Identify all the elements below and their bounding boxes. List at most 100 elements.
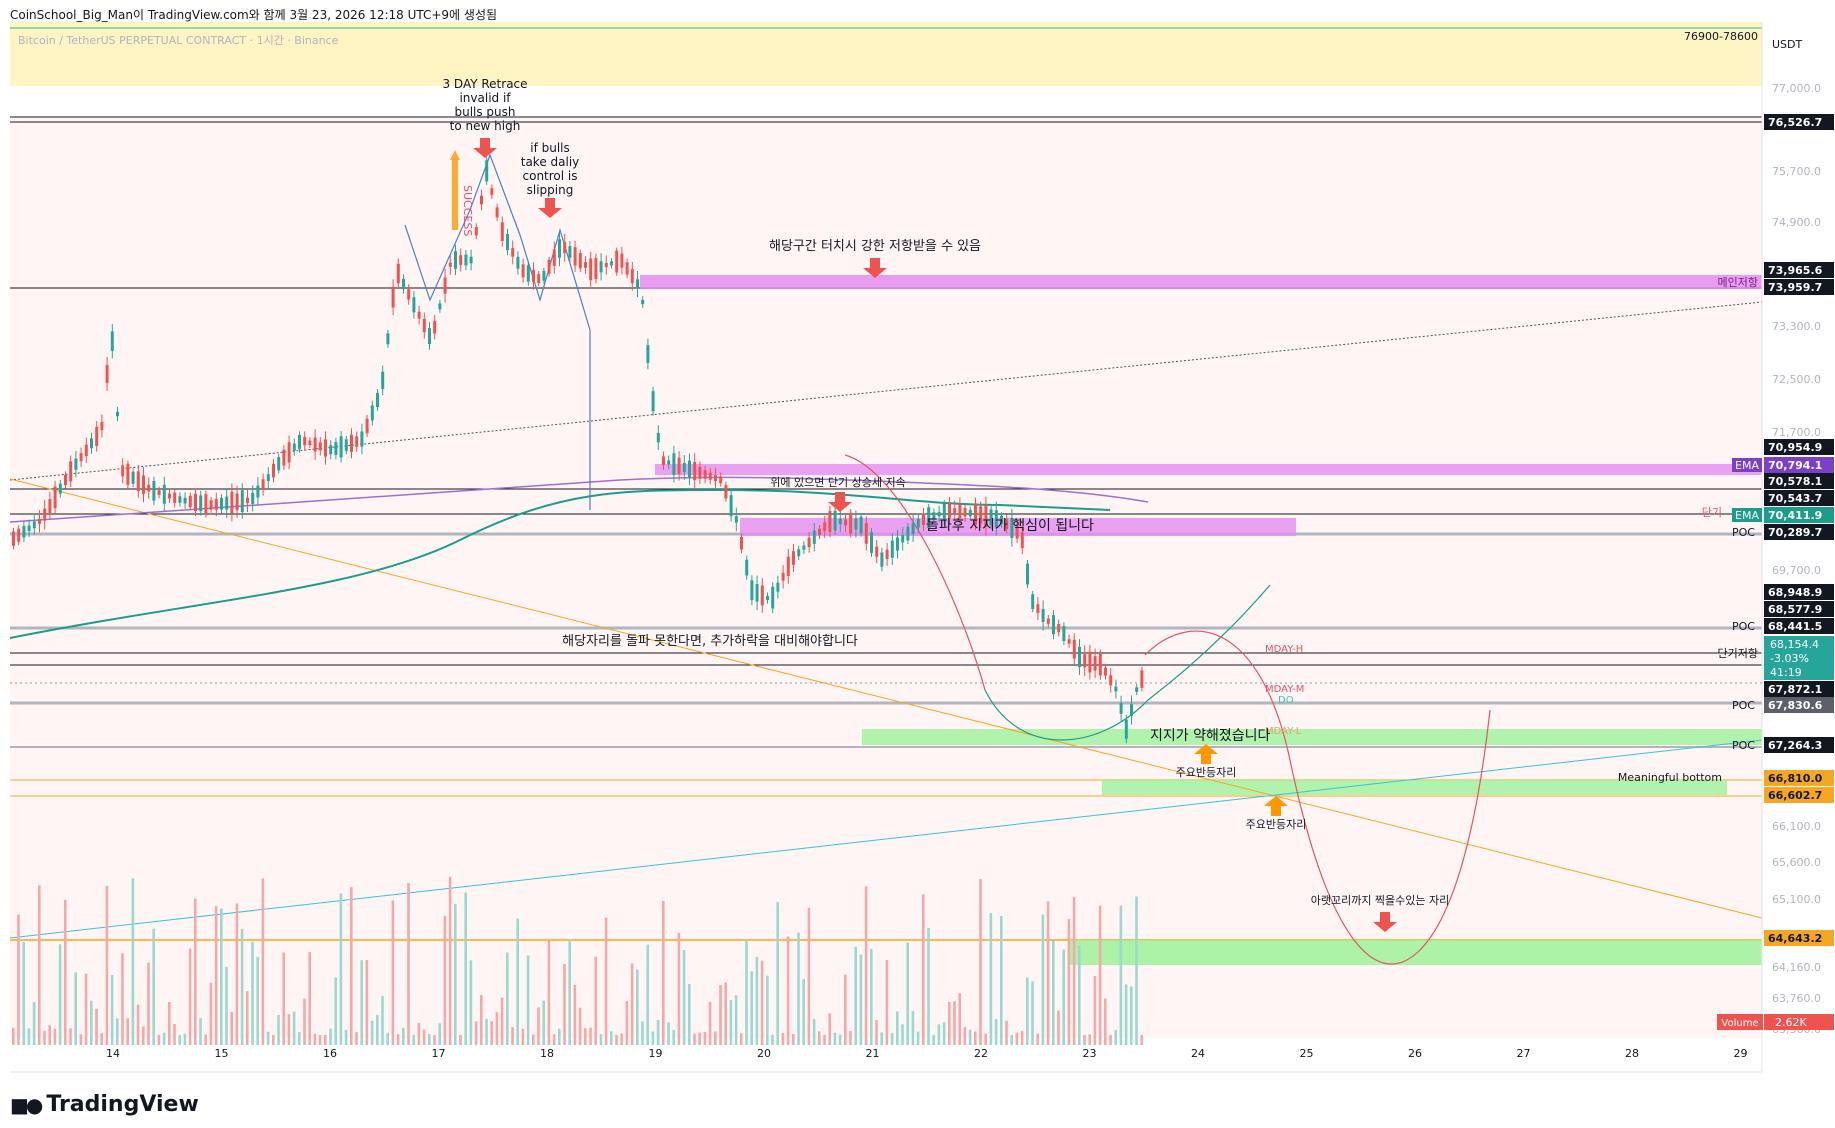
time-tick-label: 23 [1083, 1047, 1097, 1060]
candle-body [1005, 518, 1009, 530]
candle-body [968, 509, 972, 517]
current-change: -3.03% [1770, 652, 1809, 665]
volume-bar [625, 1000, 629, 1045]
annotation-mday-h: MDAY-H [1265, 644, 1303, 655]
volume-bar [256, 956, 259, 1045]
annotation-meaningful-bottom: Meaningful bottom [1618, 771, 1722, 784]
lower-support-box [1070, 940, 1762, 965]
volume-bar [942, 1022, 946, 1045]
candle-body [209, 500, 213, 510]
volume-bar [932, 1034, 935, 1045]
candle-body [698, 466, 702, 479]
candle-body [1098, 654, 1102, 676]
volume-bar [771, 1034, 774, 1045]
time-tick-label: 19 [649, 1047, 663, 1060]
volume-bar [448, 876, 452, 1045]
wave-path [404, 153, 591, 510]
price-label-box [1764, 114, 1834, 130]
price-axis[interactable] [1762, 22, 1835, 1072]
volume-bar [849, 1031, 852, 1045]
volume-bar [292, 1011, 296, 1045]
volume-bar [786, 936, 790, 1045]
price-label: 67,830.6 [1768, 699, 1823, 712]
candle-body [552, 249, 556, 266]
candle-body [329, 445, 333, 455]
volume-bar [740, 1033, 743, 1045]
candle-body [771, 586, 775, 609]
volume-bar [677, 933, 681, 1045]
volume-bar [937, 1024, 941, 1045]
volume-bar [1067, 918, 1071, 1045]
volume-bar [1114, 1029, 1117, 1045]
price-tick-label: 65,600.0 [1772, 856, 1821, 869]
volume-value-box [1764, 1014, 1834, 1030]
down-arrow-icon [828, 492, 852, 512]
candle-body [1114, 686, 1118, 692]
volume-bar [646, 944, 649, 1045]
price-tick-label: 73,300.0 [1772, 320, 1821, 333]
candle-body [407, 289, 411, 300]
poc-tag: POC [1732, 699, 1755, 712]
price-label-box [1764, 930, 1834, 946]
volume-bar [792, 1034, 795, 1045]
time-axis[interactable]: 14 15 16 17 18 19 20 21 22 23 24 25 26 27 28 29 [106, 1047, 1748, 1060]
volume-bar [365, 959, 369, 1045]
candle-body [266, 474, 270, 481]
ema-tag: EMA [1735, 459, 1759, 472]
volume-bar [979, 879, 982, 1045]
orange-trendline [9, 478, 1763, 919]
candle-body [126, 463, 130, 485]
tradingview-logo[interactable]: ■● TradingView [10, 1092, 199, 1117]
price-label-box [1764, 697, 1834, 713]
price-label-box [1764, 473, 1834, 489]
daily-resistance-zone [10, 22, 1762, 86]
price-label: 70,578.1 [1768, 475, 1822, 488]
volume-bar [235, 903, 239, 1045]
volume-bar [1093, 976, 1097, 1045]
volume-bar [776, 902, 779, 1045]
volume-bar [807, 907, 811, 1045]
volume-bar [402, 1027, 405, 1045]
currency-label[interactable]: USDT [1772, 38, 1803, 51]
candle-body [526, 265, 530, 282]
volume-bar [95, 1008, 98, 1045]
volume-bar [1015, 1032, 1019, 1045]
volume-bar [558, 1028, 561, 1045]
volume-bar [183, 1033, 187, 1045]
candle-body [994, 510, 998, 528]
annotation-key-bounce-1: 주요반등자리 [1176, 766, 1237, 779]
time-tick-label: 20 [757, 1047, 771, 1060]
volume-bar [896, 1011, 899, 1045]
candle-body [1135, 687, 1139, 692]
candle-body [682, 462, 686, 473]
candle-body [760, 585, 764, 606]
volume-bar [693, 1033, 696, 1045]
candle-body [516, 256, 520, 269]
candle-body [173, 492, 177, 503]
volume-bar [989, 913, 993, 1045]
symbol-title: Bitcoin / TetherUS PERPETUAL CONTRACT · … [18, 34, 339, 47]
volume-bar [1052, 940, 1055, 1045]
annotation-success: SUCCESS [461, 185, 474, 236]
candle-body [1088, 651, 1092, 673]
projection-down-curve [844, 454, 986, 691]
volume-bar [828, 1013, 831, 1045]
poc-tag: POC [1732, 739, 1755, 752]
candle-body [454, 251, 457, 269]
volume-bar [838, 1034, 842, 1045]
candle-body [495, 207, 499, 218]
candle-body [298, 434, 301, 450]
volume-bar [844, 974, 847, 1045]
volume-bar [682, 949, 686, 1045]
volume-bar [688, 983, 691, 1045]
volume-bar [984, 1033, 987, 1045]
candle-body [1078, 646, 1081, 667]
price-axis-ticks: 77,000.0 75,700.0 74,900.0 73,300.0 72,500.0… [1772, 82, 1821, 1036]
candle-body [906, 526, 910, 541]
candle-body [625, 262, 629, 275]
volume-bar [766, 975, 769, 1045]
candle-body [90, 438, 93, 449]
candle-body [802, 545, 806, 550]
volume-bar [339, 893, 343, 1045]
